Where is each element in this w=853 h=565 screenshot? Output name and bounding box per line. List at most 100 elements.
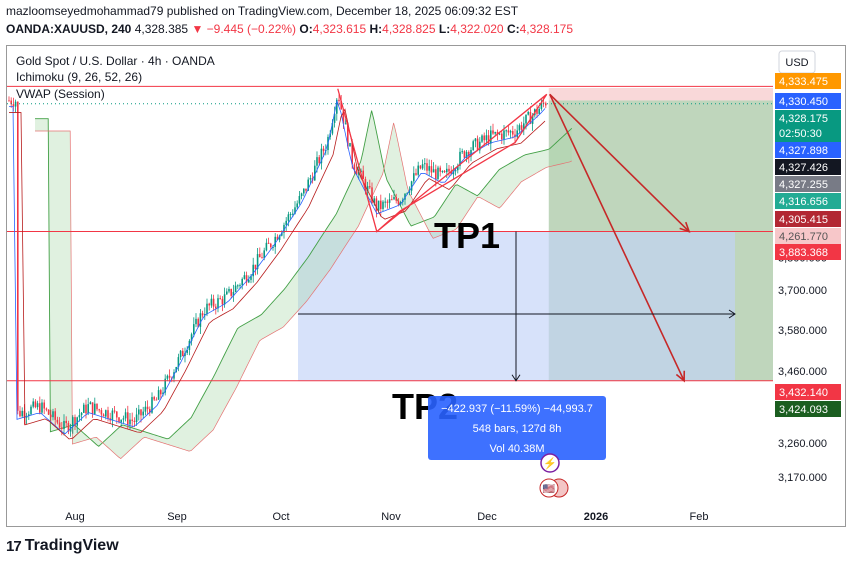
candle-body — [164, 378, 166, 393]
candle-body — [472, 141, 474, 151]
candle-body — [496, 131, 499, 134]
candle-body — [531, 115, 534, 124]
candle-body — [294, 207, 296, 214]
candle-body — [448, 168, 450, 172]
candle-body — [98, 409, 100, 411]
candle-body — [87, 404, 89, 414]
candle-body — [193, 324, 195, 335]
price-tag-label: 4,333.475 — [779, 76, 828, 88]
candle-body — [459, 151, 461, 166]
candle-body — [417, 165, 419, 175]
candle-body — [276, 236, 279, 240]
candle-body — [509, 131, 512, 133]
candle-body — [355, 170, 358, 175]
pattern-drawing[interactable] — [337, 88, 548, 233]
open-value: 4,323.615 — [312, 22, 367, 36]
candle-body — [419, 165, 422, 169]
candle-body — [465, 151, 468, 158]
candle-body — [485, 135, 488, 141]
candle-body — [542, 102, 545, 104]
candle-body — [481, 135, 483, 142]
candle-body — [507, 130, 510, 133]
candle-body — [155, 399, 158, 401]
candle-body — [285, 220, 287, 225]
candle-body — [331, 122, 334, 134]
candle-body — [371, 187, 373, 204]
time-scale[interactable] — [7, 506, 773, 526]
candle-body — [61, 427, 63, 430]
candle-body — [406, 192, 408, 194]
y-tick-label: 3,260.000 — [778, 438, 827, 450]
candle-body — [525, 114, 527, 124]
candle-body — [340, 101, 342, 110]
projection-arrow[interactable] — [549, 93, 685, 382]
candle-body — [338, 99, 340, 102]
candle-body — [217, 298, 219, 309]
candle-body — [149, 409, 151, 413]
candle-body — [274, 236, 276, 247]
candle-body — [190, 334, 193, 341]
lightning-glyph: ⚡ — [543, 457, 557, 470]
candle-body — [67, 423, 70, 432]
senkou-span-a — [35, 110, 573, 447]
candle-body — [498, 133, 501, 135]
candle-body — [76, 417, 78, 426]
price-tag-label: 4,327.426 — [779, 162, 828, 174]
tradingview-brand[interactable]: 17 TradingView — [6, 537, 119, 555]
candle-body — [135, 414, 138, 422]
measure-arrow-right — [728, 309, 736, 319]
candle-body — [382, 201, 384, 209]
candle-body — [322, 148, 325, 152]
candle-body — [12, 104, 15, 107]
candle-body — [540, 102, 543, 109]
x-tick-label: Nov — [381, 511, 401, 523]
candle-body — [52, 411, 54, 418]
candle-body — [184, 352, 186, 357]
candle-body — [347, 123, 349, 147]
legend-title: Gold Spot / U.S. Dollar · 4h · OANDA — [16, 54, 215, 68]
candle-body — [89, 402, 92, 405]
price-tag — [775, 176, 841, 192]
projection-arrow[interactable] — [549, 93, 690, 233]
measure-tooltip-line: −422.937 (−11.59%) −44,993.7 — [441, 403, 593, 415]
lightning-event-icon[interactable] — [540, 453, 560, 473]
candle-body — [333, 113, 336, 123]
candle-body — [463, 151, 466, 158]
flag-event-icon[interactable] — [539, 478, 559, 498]
candle-body — [399, 201, 402, 205]
candle-body — [479, 141, 481, 151]
candle-body — [138, 409, 140, 415]
candle-body — [215, 306, 217, 309]
candle-body — [41, 402, 43, 413]
legend-vwap[interactable]: VWAP (Session) — [16, 87, 105, 101]
legend-ichimoku[interactable]: Ichimoku (9, 26, 52, 26) — [16, 70, 143, 84]
candle-body — [461, 151, 463, 153]
chart-frame[interactable]: TP1 TP2 −422.937 (−11.59%) −44,993.7 548 ba… — [6, 45, 846, 527]
price-tag-label: 3,432.140 — [779, 387, 828, 399]
candle-body — [166, 375, 169, 379]
candle-body — [300, 193, 303, 197]
candle-body — [146, 406, 149, 410]
candle-body — [96, 403, 98, 410]
open-label: O: — [299, 22, 313, 36]
candle-body — [43, 402, 45, 409]
candle-body — [54, 411, 56, 420]
publisher-line: mazloomseyedmohammad79 published on Trad… — [6, 4, 519, 18]
candle-body — [85, 404, 87, 414]
y-tick-label: 3,170.000 — [778, 472, 827, 484]
close-label: C: — [506, 22, 520, 36]
candle-body — [94, 403, 96, 414]
candle-body — [10, 100, 12, 105]
candle-body — [250, 276, 252, 280]
price-tag-label: 4,327.255 — [779, 179, 828, 191]
candle-body — [538, 108, 540, 114]
arrow-head — [675, 370, 686, 383]
candle-body — [404, 193, 406, 200]
candle-body — [259, 254, 261, 258]
candle-body — [107, 410, 109, 419]
price-change: ▼ −9.445 (−0.22%) — [191, 22, 297, 36]
candle-body — [384, 201, 386, 203]
stop-zone[interactable] — [548, 88, 773, 101]
candle-body — [307, 179, 309, 191]
